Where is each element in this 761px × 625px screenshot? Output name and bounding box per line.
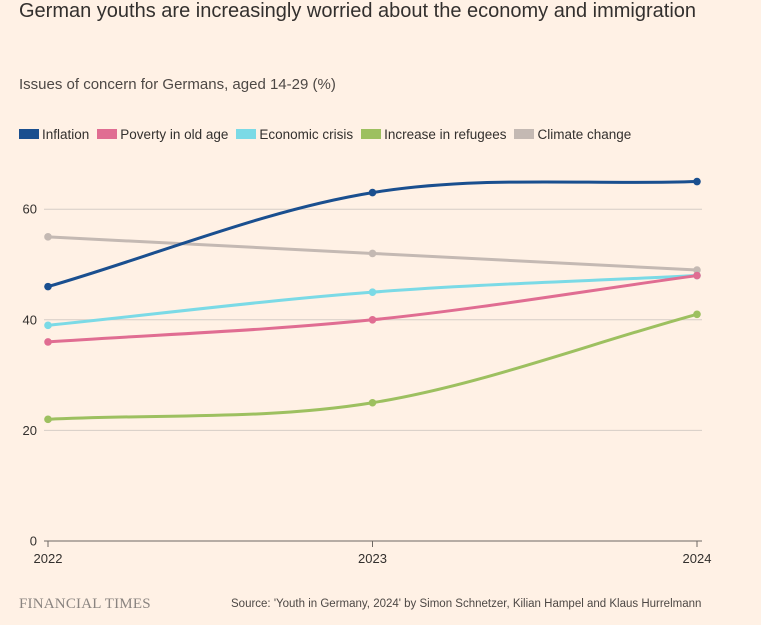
y-tick-label: 60 <box>23 202 37 217</box>
legend-swatch <box>514 129 535 139</box>
legend-label: Climate change <box>537 126 632 142</box>
legend-swatch <box>19 129 39 139</box>
data-point-inflation <box>693 177 701 186</box>
series-line-poverty-in-old-age <box>46 274 699 344</box>
legend-swatch <box>361 129 382 139</box>
x-tick-label: 2024 <box>683 551 712 566</box>
legend-swatch <box>236 129 257 139</box>
legend-label: Economic crisis <box>259 126 354 142</box>
data-point-poverty-in-old-age <box>368 316 377 324</box>
y-tick-label: 20 <box>23 423 37 438</box>
chart-title: German youths are increasingly worried a… <box>19 0 697 22</box>
chart-subtitle: Issues of concern for Germans, aged 14-2… <box>19 76 336 93</box>
series-line-inflation <box>46 180 699 289</box>
legend-label: Inflation <box>42 126 90 142</box>
data-point-inflation <box>44 282 52 291</box>
x-tick-label: 2023 <box>358 551 387 566</box>
legend-item-climate-change: Climate change <box>514 127 631 142</box>
legend-label: Poverty in old age <box>120 126 229 142</box>
data-point-inflation <box>368 188 377 197</box>
ft-logo: FINANCIAL TIMES <box>19 596 151 612</box>
data-point-increase-in-refugees <box>44 415 52 424</box>
y-tick-label: 40 <box>23 312 37 327</box>
legend-item-inflation: Inflation <box>19 127 89 142</box>
chart-legend: Inflation Poverty in old age Economic cr… <box>19 125 639 143</box>
y-tick-label: 0 <box>30 534 37 549</box>
legend-item-economic-crisis: Economic crisis <box>236 127 353 142</box>
legend-item-increase-in-refugees: Increase in refugees <box>361 127 506 142</box>
data-point-economic-crisis <box>368 288 377 296</box>
legend-swatch <box>97 129 118 139</box>
legend-label: Increase in refugees <box>384 126 507 142</box>
x-tick-label: 2022 <box>34 551 63 566</box>
data-point-poverty-in-old-age <box>693 271 701 280</box>
source-note: Source: 'Youth in Germany, 2024' by Simo… <box>231 598 702 610</box>
data-point-climate-change <box>693 266 701 274</box>
data-point-climate-change <box>44 233 52 241</box>
data-point-economic-crisis <box>44 321 52 330</box>
legend-item-poverty-in-old-age: Poverty in old age <box>97 127 228 142</box>
data-point-climate-change <box>368 249 377 258</box>
data-point-increase-in-refugees <box>693 310 701 319</box>
data-point-increase-in-refugees <box>368 398 377 407</box>
data-point-poverty-in-old-age <box>44 338 52 346</box>
